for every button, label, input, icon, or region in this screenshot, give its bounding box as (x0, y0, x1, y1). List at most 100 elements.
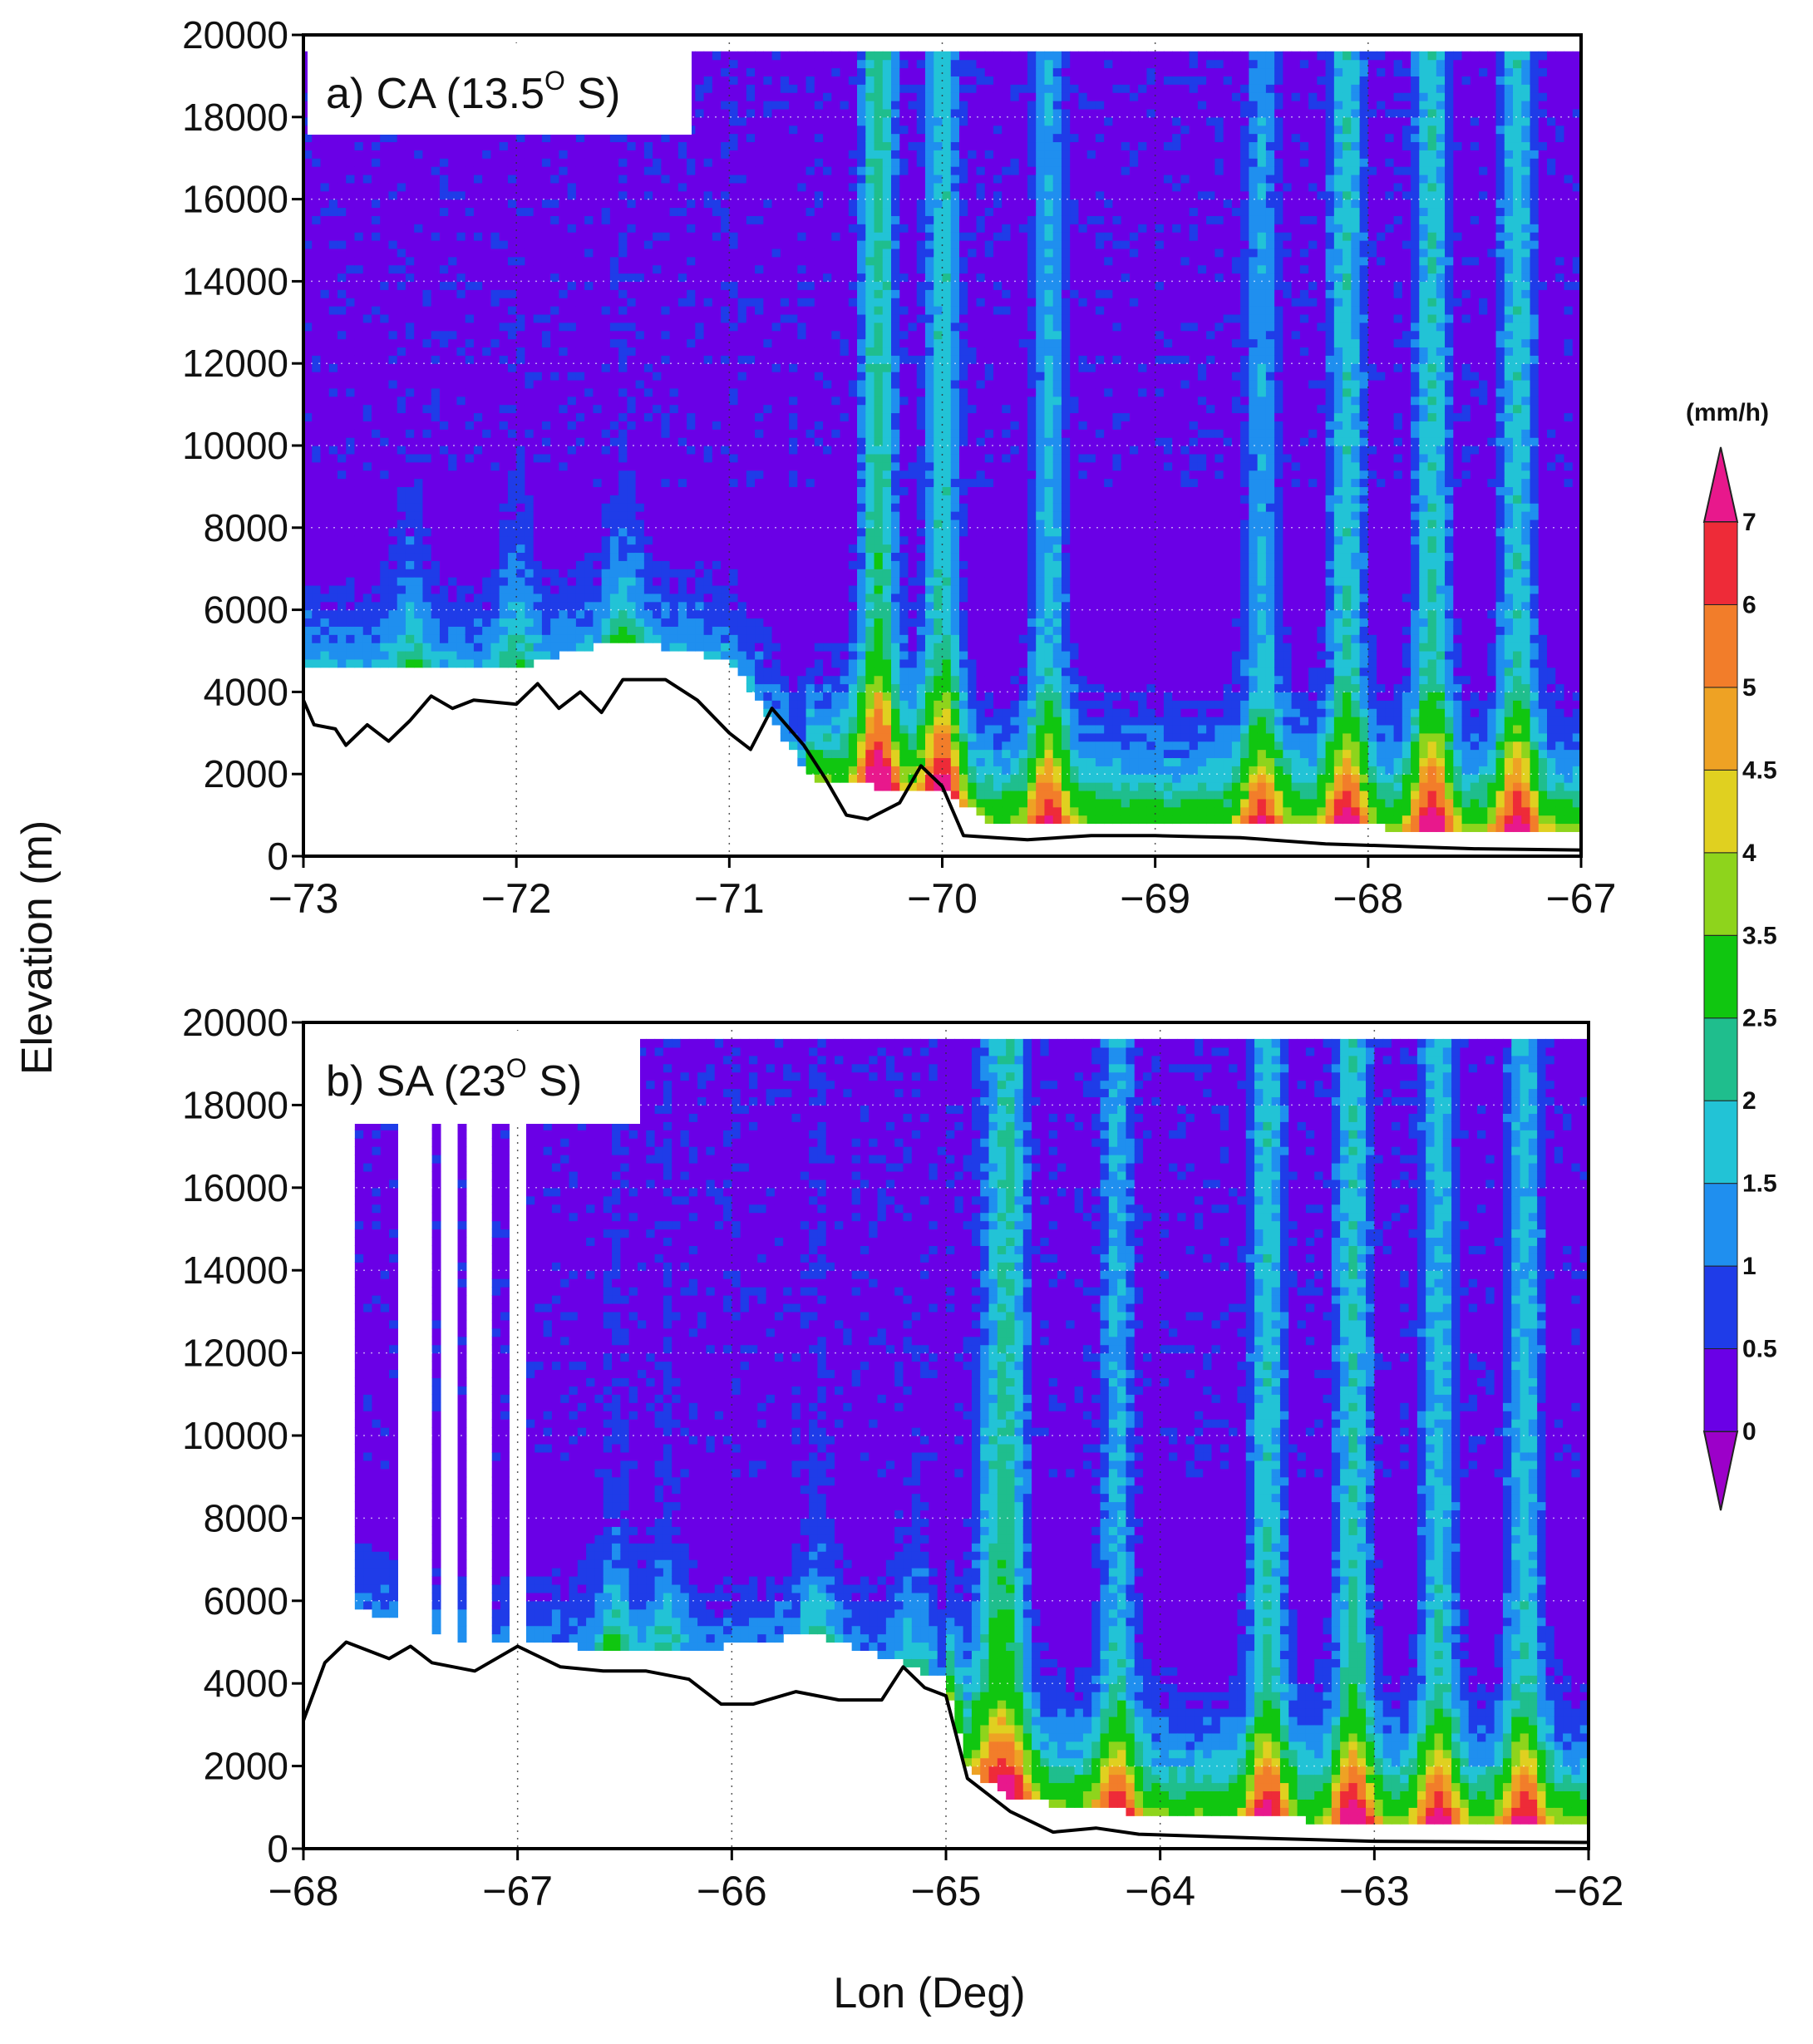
rain-cell (593, 264, 603, 274)
rain-cell (806, 76, 815, 85)
rain-cell (806, 601, 815, 611)
rain-cell (507, 544, 517, 554)
rain-cell (687, 503, 696, 512)
rain-cell (712, 264, 722, 274)
rain-cell (763, 609, 773, 619)
rain-cell (737, 519, 747, 529)
rain-cell (823, 486, 832, 495)
rain-cell (473, 232, 483, 241)
rain-cell (499, 281, 509, 290)
rain-cell (780, 182, 790, 192)
rain-cell (575, 453, 585, 463)
rain-cell (431, 396, 441, 406)
rain-cell (559, 593, 569, 603)
rain-cell (789, 379, 798, 389)
rain-cell (840, 683, 850, 692)
rain-cell (320, 298, 330, 307)
rain-cell (695, 643, 705, 652)
rain-cell (687, 133, 696, 143)
rain-cell (712, 593, 722, 603)
rain-cell (490, 495, 500, 504)
rain-cell (780, 289, 790, 298)
rain-cell (516, 133, 526, 143)
rain-cell (797, 429, 807, 438)
rain-cell (746, 101, 756, 110)
rain-cell (456, 256, 466, 266)
rain-cell (550, 437, 559, 446)
rain-cell (371, 618, 381, 627)
rain-cell (448, 232, 458, 241)
rain-cell (806, 330, 815, 340)
rain-cell (677, 535, 687, 545)
rain-cell (729, 446, 739, 455)
rain-cell (525, 379, 535, 389)
rain-cell (797, 478, 807, 487)
rain-cell (414, 486, 424, 495)
rain-cell (320, 199, 330, 209)
rain-cell (703, 108, 713, 118)
rain-cell (431, 618, 441, 627)
rain-cell (303, 478, 313, 487)
rain-cell (559, 264, 569, 274)
rain-cell (397, 313, 406, 323)
rain-cell (533, 601, 543, 611)
rain-cell (575, 569, 585, 578)
rain-cell (550, 495, 559, 504)
rain-cell (721, 256, 730, 266)
rain-cell (439, 379, 449, 389)
rain-cell (439, 593, 449, 603)
rain-cell (559, 322, 569, 332)
rain-cell (473, 174, 483, 184)
rain-cell (388, 133, 398, 143)
rain-cell (729, 412, 739, 421)
rain-cell (388, 166, 398, 175)
rain-cell (328, 141, 338, 150)
rain-cell (823, 519, 832, 529)
rain-cell (525, 569, 535, 578)
rain-cell (789, 199, 798, 209)
rain-cell (303, 330, 313, 340)
rain-cell (831, 577, 841, 586)
rain-cell (695, 544, 705, 554)
rain-cell (746, 446, 756, 455)
rain-cell (609, 560, 619, 569)
rain-cell (312, 643, 322, 652)
rain-cell (771, 626, 781, 635)
rain-cell (601, 527, 611, 537)
rain-cell (397, 634, 406, 643)
rain-cell (669, 584, 679, 594)
rain-cell (533, 256, 543, 266)
rain-cell (567, 215, 577, 224)
rain-cell (490, 643, 500, 652)
rain-cell (380, 355, 390, 364)
rain-cell (737, 658, 747, 668)
rain-cell (780, 256, 790, 266)
rain-cell (499, 207, 509, 216)
rain-cell (814, 535, 824, 545)
rain-cell (695, 289, 705, 298)
rain-cell (456, 232, 466, 241)
rain-cell (465, 519, 475, 529)
rain-cell (618, 166, 628, 175)
rain-cell (771, 527, 781, 537)
rain-cell (567, 584, 577, 594)
rain-cell (533, 347, 543, 356)
rain-cell (516, 379, 526, 389)
rain-cell (320, 437, 330, 446)
rain-cell (848, 495, 858, 504)
rain-cell (771, 174, 781, 184)
rain-cell (456, 429, 466, 438)
rain-cell (806, 412, 815, 421)
rain-cell (380, 289, 390, 298)
rain-cell (388, 421, 398, 430)
rain-cell (789, 338, 798, 348)
rain-cell (746, 298, 756, 307)
rain-cell (601, 174, 611, 184)
rain-cell (746, 429, 756, 438)
rain-cell (465, 133, 475, 143)
rain-cell (354, 224, 364, 233)
rain-cell (831, 51, 841, 61)
rain-cell (618, 609, 628, 619)
rain-cell (823, 757, 832, 766)
rain-cell (371, 347, 381, 356)
